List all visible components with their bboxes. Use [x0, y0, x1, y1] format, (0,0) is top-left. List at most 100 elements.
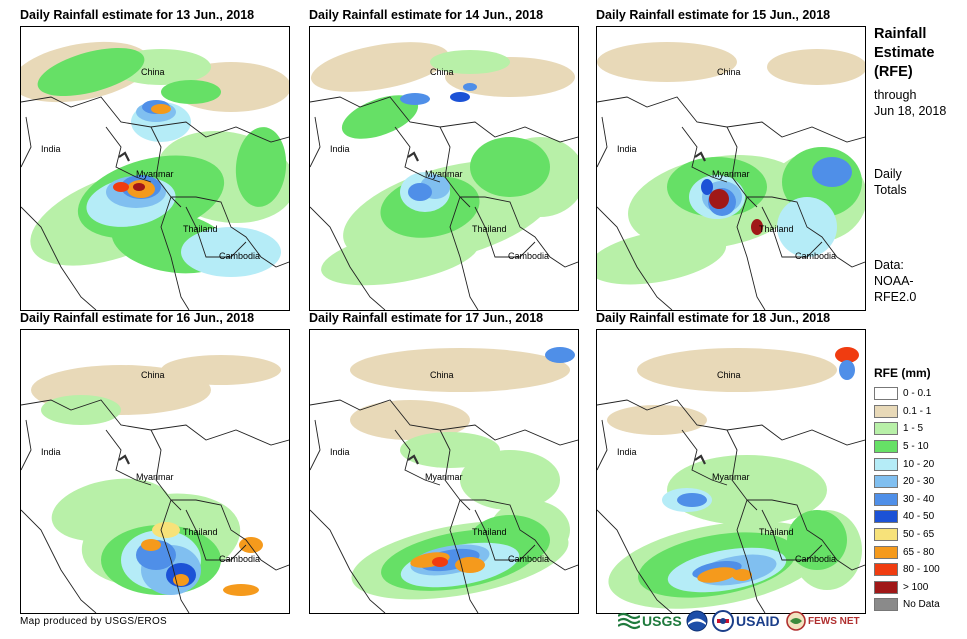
figure-title: Rainfall Estimate (RFE)	[874, 25, 934, 82]
usaid-logo-text: USAID	[736, 613, 780, 629]
country-label-myanmar: Myanmar	[425, 472, 463, 482]
legend-label: 65 - 80	[903, 546, 935, 558]
map-frame: China India Myanmar Thailand Cambodia	[20, 329, 290, 614]
legend-label: 50 - 65	[903, 529, 935, 541]
country-border	[171, 196, 289, 268]
rainfall-cell	[597, 42, 737, 82]
rfe-legend: RFE (mm) 0 - 0.1 0.1 - 1 1 - 5 5 - 10 10 - 2…	[874, 366, 940, 614]
rainfall-cell	[133, 183, 145, 191]
country-border	[597, 116, 608, 168]
country-border	[736, 196, 766, 310]
rainfall-cell	[709, 189, 729, 209]
legend-row: 1 - 5	[874, 420, 940, 438]
rainfall-cell	[181, 227, 281, 277]
totals-note-line: Daily	[874, 167, 902, 181]
country-border	[310, 116, 321, 168]
legend-swatch	[874, 404, 898, 418]
coastline	[407, 151, 419, 162]
country-label-thailand: Thailand	[183, 527, 218, 537]
noaa-emblem-icon	[686, 610, 708, 632]
map-frame: China India Myanmar Thailand Cambodia	[309, 26, 579, 311]
country-border	[761, 509, 823, 561]
country-label-cambodia: Cambodia	[795, 554, 836, 564]
rainfall-cell	[637, 348, 837, 392]
panel-title: Daily Rainfall estimate for 15 Jun., 201…	[596, 8, 831, 22]
country-label-myanmar: Myanmar	[136, 472, 174, 482]
legend-label: > 100	[903, 581, 929, 593]
legend-row: 30 - 40	[874, 491, 940, 509]
date-note-line: through	[874, 88, 917, 102]
date-note: through Jun 18, 2018	[874, 87, 946, 119]
rainfall-cell	[41, 395, 121, 425]
usgs-wave-icon	[618, 612, 640, 630]
rainfall-cell	[470, 137, 550, 197]
rainfall-cell	[310, 42, 450, 92]
rainfall-map: China India Myanmar Thailand Cambodia	[21, 355, 289, 613]
data-source-line: RFE2.0	[874, 290, 917, 304]
legend-label: 0 - 0.1	[903, 388, 932, 400]
legend-swatch	[874, 475, 898, 489]
legend-swatch	[874, 492, 898, 506]
legend-row: 80 - 100	[874, 561, 940, 579]
country-border	[394, 126, 441, 183]
rainfall-map: China India Myanmar Thailand Cambodia	[310, 42, 578, 310]
rainfall-cell	[37, 48, 145, 96]
legend-row: 20 - 30	[874, 473, 940, 491]
fewsnet-globe-icon	[786, 611, 806, 631]
country-label-thailand: Thailand	[759, 527, 794, 537]
country-label-myanmar: Myanmar	[136, 169, 174, 179]
rainfall-map: China India Myanmar Thailand Cambodia	[21, 41, 289, 310]
map-panel: Daily Rainfall estimate for 18 Jun., 201…	[596, 311, 866, 616]
rainfall-cell	[545, 347, 575, 363]
data-source-line: NOAA-	[874, 274, 914, 288]
map-panel: Daily Rainfall estimate for 16 Jun., 201…	[20, 311, 290, 616]
legend-label: No Data	[903, 599, 940, 611]
legend-label: 1 - 5	[903, 423, 924, 435]
map-panel: Daily Rainfall estimate for 15 Jun., 201…	[596, 8, 866, 313]
country-border	[747, 499, 865, 571]
country-border	[185, 206, 247, 258]
country-border	[394, 429, 441, 486]
country-border	[597, 509, 673, 613]
legend-label: 5 - 10	[903, 441, 929, 453]
legend-swatch	[874, 598, 898, 612]
country-label-india: India	[330, 447, 350, 457]
country-border	[747, 196, 865, 268]
legend-row: 0.1 - 1	[874, 403, 940, 421]
country-border	[105, 429, 152, 486]
country-border	[474, 509, 536, 561]
panel-title: Daily Rainfall estimate for 14 Jun., 201…	[309, 8, 544, 22]
country-label-china: China	[430, 67, 454, 77]
country-border	[21, 509, 97, 613]
country-border	[449, 196, 479, 310]
country-border	[310, 509, 386, 613]
rainfall-cell	[161, 80, 221, 104]
title-line: Rainfall	[874, 26, 927, 42]
country-label-thailand: Thailand	[472, 224, 507, 234]
country-border	[597, 206, 673, 310]
rainfall-cell	[408, 183, 432, 201]
legend-row: 10 - 20	[874, 455, 940, 473]
rainfall-cell	[235, 127, 287, 207]
country-label-china: China	[717, 370, 741, 380]
country-border	[761, 206, 823, 258]
country-label-myanmar: Myanmar	[712, 169, 750, 179]
legend-swatch	[874, 563, 898, 577]
map-frame: China India Myanmar Thailand Cambodia	[596, 329, 866, 614]
rainfall-cell	[835, 347, 859, 363]
rainfall-cell	[677, 493, 707, 507]
country-label-india: India	[617, 447, 637, 457]
legend-swatch	[874, 387, 898, 401]
legend-row: 50 - 65	[874, 526, 940, 544]
country-border	[21, 116, 32, 168]
rainfall-cell	[460, 450, 560, 510]
legend-label: 80 - 100	[903, 564, 940, 576]
rainfall-cell	[321, 228, 479, 286]
totals-note-line: Totals	[874, 183, 907, 197]
country-border	[160, 499, 190, 613]
noaa-logo	[686, 608, 708, 634]
map-frame: China India Myanmar Thailand Cambodia	[596, 26, 866, 311]
rainfall-map: China India Myanmar Thailand Cambodia	[310, 347, 578, 613]
fewsnet-logo-text: FEWS NET	[808, 615, 860, 627]
country-border	[150, 126, 182, 208]
